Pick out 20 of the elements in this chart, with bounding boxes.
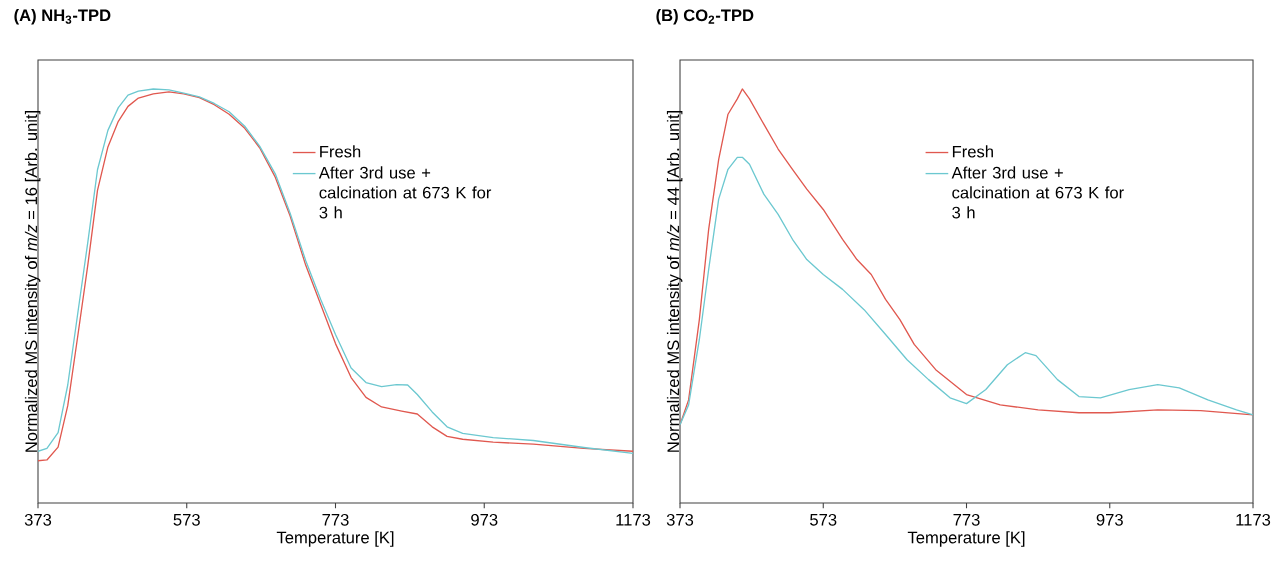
legend-label: Fresh — [952, 145, 993, 158]
chart-title: (A) NH$_{3}$-TPD — [14, 8, 111, 25]
legend-label: After 3rd use + calcination at 673 K for 3 h — [951, 166, 1124, 219]
legend-label: After 3rd use + calcination at 673 K for 3 h — [318, 166, 492, 219]
x-tick-label: 973 — [471, 513, 498, 526]
x-tick-label: 573 — [173, 513, 200, 526]
chart-title: (B) CO$_{2}$-TPD — [656, 8, 754, 25]
x-axis-title: Temperature [K] — [276, 531, 394, 547]
x-tick-label: 573 — [810, 513, 837, 526]
y-axis-title: Normalized MS intensity of m/z = 44 [Arb. unit] — [666, 110, 683, 452]
x-tick-label: 973 — [1096, 513, 1123, 526]
legend-label: Fresh — [320, 145, 361, 158]
x-tick-label: 1173 — [1236, 513, 1271, 526]
x-tick-label: 1173 — [616, 513, 651, 526]
x-tick-label: 773 — [322, 513, 349, 526]
y-axis-title: Normalized MS intensity of m/z = 16 [Arb. unit] — [24, 110, 41, 452]
x-tick-label: 373 — [24, 513, 52, 526]
x-tick-label: 373 — [666, 513, 694, 526]
x-axis-title: Temperature [K] — [907, 531, 1025, 547]
x-tick-label: 773 — [953, 513, 980, 526]
